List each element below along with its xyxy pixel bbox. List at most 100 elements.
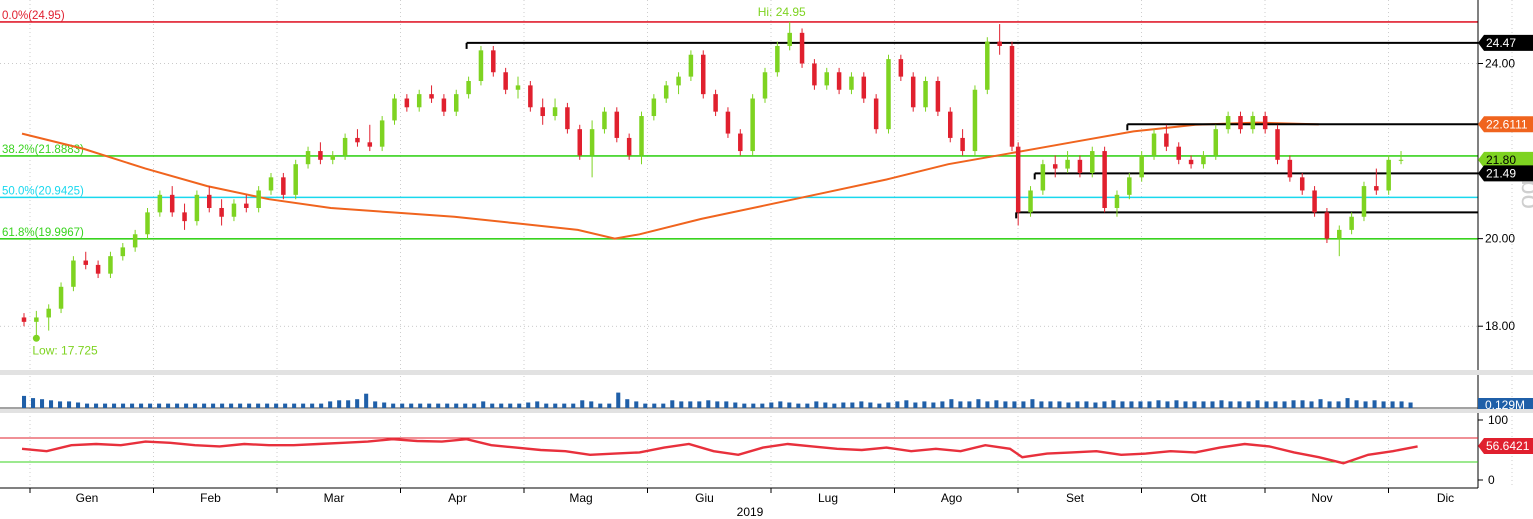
candle-body	[1398, 159, 1404, 161]
volume-bar	[211, 403, 216, 408]
candle-body	[1052, 164, 1058, 169]
price-tag-bg	[1478, 151, 1533, 168]
rsi-tag-text: 56.6421	[1486, 439, 1530, 453]
candle-body	[614, 111, 620, 138]
candle-body	[169, 194, 175, 213]
volume-bar	[1282, 401, 1287, 408]
month-label: Mag	[569, 491, 592, 505]
price-tag-bg	[1478, 34, 1533, 51]
volume-bar	[202, 403, 207, 408]
volume-bar	[103, 403, 108, 408]
volume-bar	[1030, 399, 1035, 408]
candle-body	[923, 81, 928, 108]
candle-body	[1015, 146, 1021, 213]
volume-bar	[1372, 400, 1377, 408]
volume-bar	[616, 392, 621, 408]
candle-body	[639, 116, 644, 156]
candle-body	[676, 76, 681, 86]
volume-bar	[1111, 400, 1116, 408]
candle-body	[849, 76, 854, 90]
volume-bar	[418, 403, 423, 408]
price-gridlines	[0, 0, 1513, 488]
volume-bar	[634, 401, 639, 408]
volume-bar	[1408, 402, 1413, 408]
volume-bar	[247, 403, 252, 408]
candle-body	[713, 94, 718, 112]
candle-body	[478, 50, 484, 82]
volume-bar	[922, 401, 927, 408]
volume-bar	[319, 403, 324, 408]
candle-body	[528, 85, 533, 108]
candle-body	[1312, 190, 1317, 213]
rsi-line	[21, 437, 1418, 465]
volume-bar	[238, 403, 243, 408]
volume-bar	[1246, 401, 1251, 408]
candle-body	[34, 317, 39, 322]
candle-body	[1349, 216, 1354, 230]
volume-bar	[535, 401, 540, 408]
candle-body	[367, 142, 373, 147]
volume-bar	[643, 403, 648, 408]
volume-bar	[310, 403, 315, 408]
volume-bar	[877, 403, 882, 408]
volume-bar	[598, 403, 603, 408]
candle-body	[515, 85, 521, 90]
volume-bar	[40, 399, 45, 408]
candle-body	[194, 194, 200, 222]
candle-body	[1151, 133, 1157, 156]
candle-body	[1374, 186, 1379, 191]
candle-body	[750, 98, 755, 152]
volume-bar	[283, 403, 288, 408]
volume-bar	[859, 401, 864, 408]
volume-bar	[850, 402, 855, 408]
volume-bar	[760, 403, 765, 408]
volume-bar	[445, 403, 450, 408]
candle-body	[725, 111, 731, 134]
price-tag-text: 21.80	[1486, 153, 1516, 167]
volume-bar	[904, 400, 909, 408]
volume-bar	[265, 403, 270, 408]
volume-bar	[544, 403, 549, 408]
candle-body	[540, 107, 545, 117]
volume-bar	[301, 403, 306, 408]
moving-average-line	[21, 121, 1319, 240]
volume-bar	[571, 403, 576, 408]
volume-bar	[139, 403, 144, 408]
volume-bar	[661, 403, 666, 408]
price-tag-bg	[1478, 116, 1533, 133]
candle-body	[58, 286, 64, 309]
volume-bar	[1084, 401, 1089, 408]
month-label: Feb	[200, 491, 221, 505]
volume-bar	[994, 400, 999, 408]
candle-body	[577, 129, 582, 156]
candle-body	[503, 72, 508, 90]
candle-body	[132, 234, 138, 248]
candle-body	[1188, 159, 1194, 165]
candle-body	[799, 32, 805, 64]
volume-bar	[49, 400, 54, 408]
volume-bar	[1327, 401, 1332, 408]
volume-bar	[229, 403, 234, 408]
volume-bar	[481, 401, 486, 408]
volume-bar	[589, 401, 594, 408]
volume-bar	[1291, 400, 1296, 408]
candle-body	[83, 260, 88, 265]
volume-bar	[814, 401, 819, 408]
rsi-axis-label: 100	[1488, 413, 1508, 427]
candle-body	[898, 59, 904, 77]
candle-body	[688, 54, 694, 77]
candle-body	[219, 207, 224, 217]
candle-body	[429, 94, 434, 99]
fib-label: 0.0%(24.95)	[2, 10, 65, 22]
volume-bar	[148, 403, 153, 408]
candle-body	[935, 81, 941, 112]
month-label: Ago	[941, 491, 963, 505]
candle-body	[1324, 212, 1330, 239]
month-label: Nov	[1311, 491, 1332, 505]
volume-bar	[841, 402, 846, 408]
volume-bar	[166, 403, 171, 408]
candle-body	[997, 41, 1002, 46]
volume-bar	[1228, 401, 1233, 408]
volume-bar	[1255, 400, 1260, 408]
